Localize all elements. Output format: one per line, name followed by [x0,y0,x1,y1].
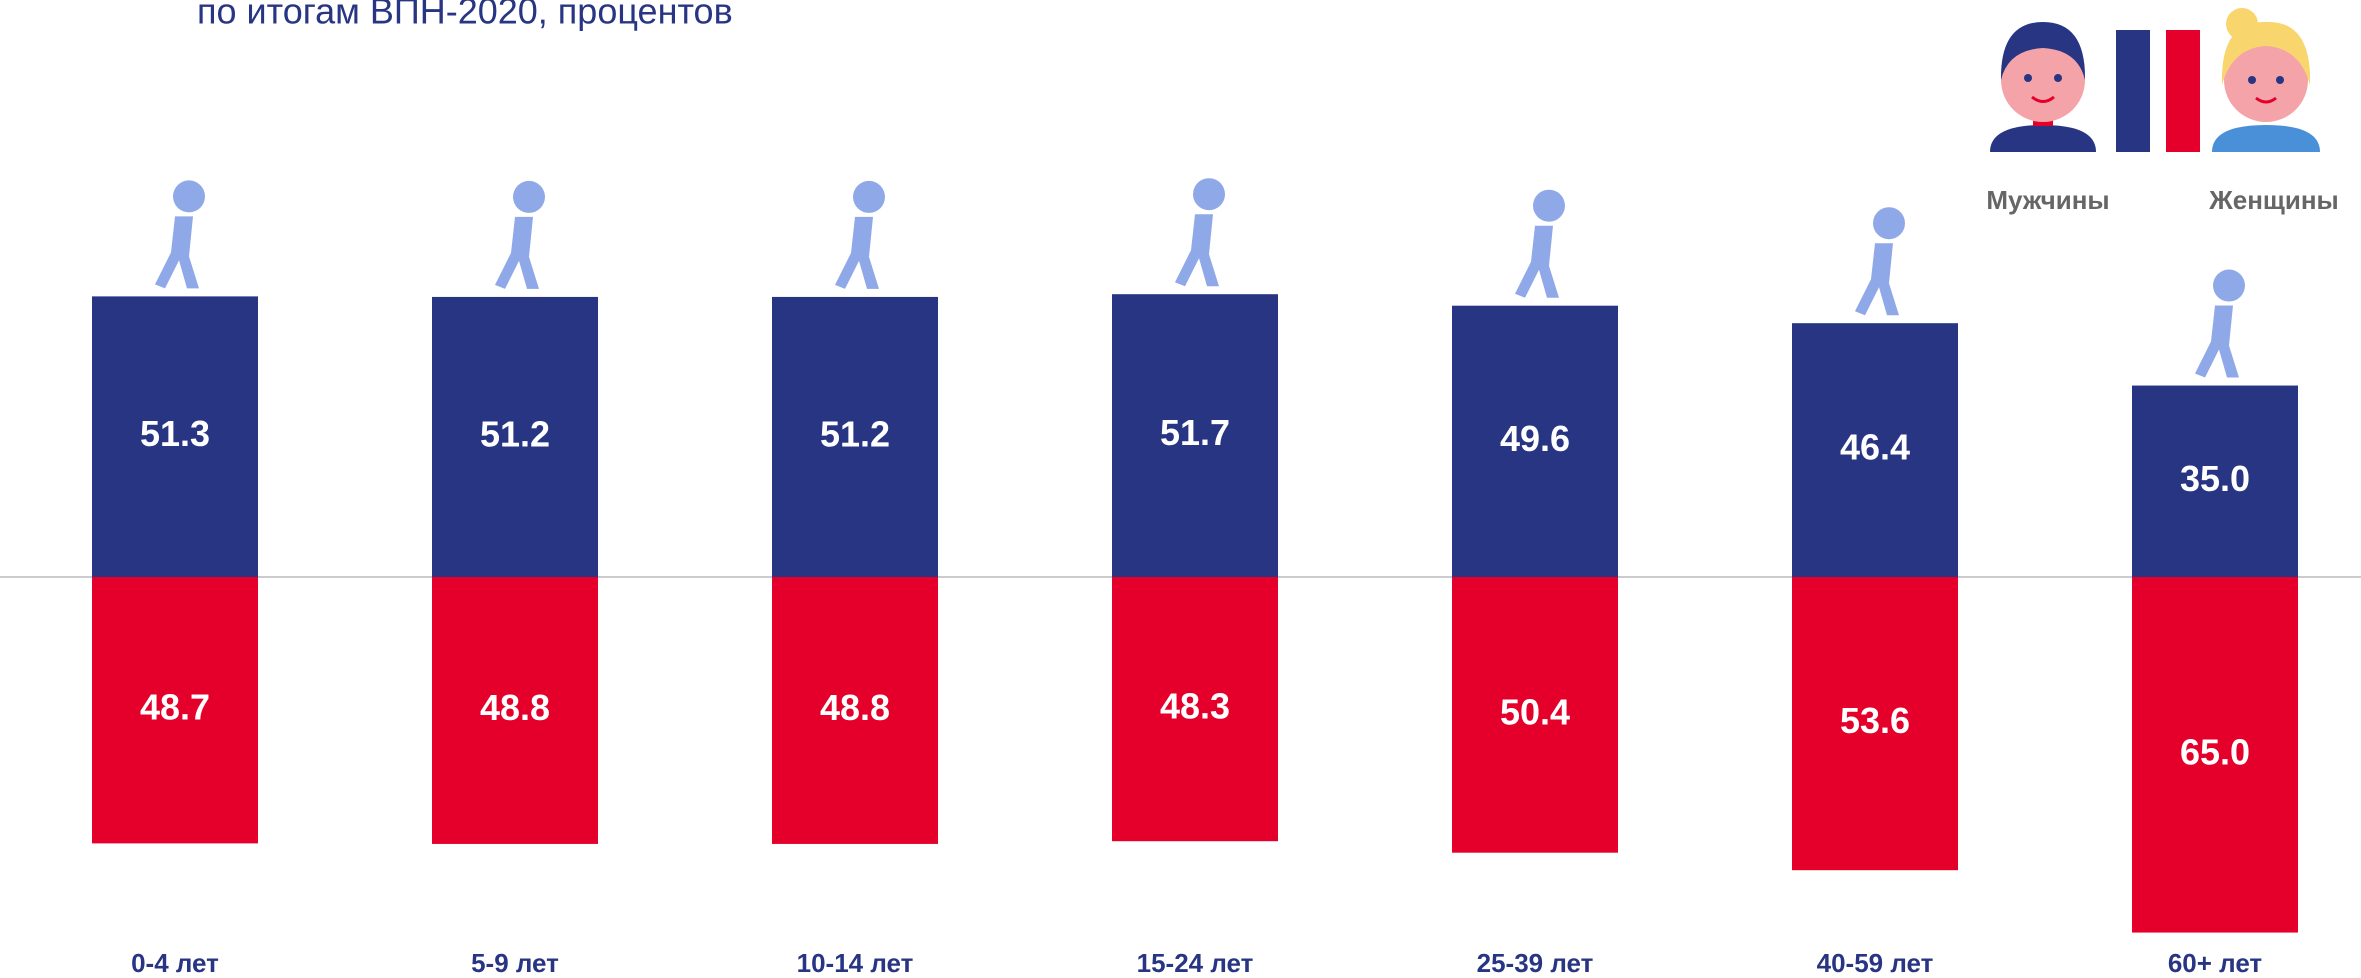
bar [772,577,938,844]
bar [432,296,598,577]
age-icon [835,216,879,289]
chart-title: по итогам ВПН-2020, процентов [197,0,733,32]
value-label: 49.6 [1500,418,1570,459]
value-label: 51.2 [480,413,550,454]
x-tick-label: 10-14 лет [797,948,914,978]
x-tick-label: 5-9 лет [471,948,559,978]
bar [92,577,258,844]
bar [1452,577,1618,853]
x-tick-label: 25-39 лет [1477,948,1594,978]
legend-icons [1990,8,2320,152]
value-label: 35.0 [2180,458,2250,499]
age-icon [1193,178,1225,211]
age-icon [853,180,885,213]
legend-label: Женщины [2208,185,2339,215]
bar [1112,577,1278,842]
age-icon [1515,225,1559,298]
age-icon [1175,214,1219,287]
age-icon [173,180,205,213]
value-label: 65.0 [2180,731,2250,772]
bar [772,296,938,577]
x-tick-label: 0-4 лет [131,948,219,978]
bar [1792,577,1958,871]
value-label: 53.6 [1840,700,1910,741]
age-icon [513,180,545,213]
bar [432,577,598,844]
value-label: 46.4 [1840,427,1910,468]
value-label: 48.3 [1160,686,1230,727]
age-icon [2213,269,2245,302]
age-icon [1873,207,1905,240]
x-tick-label: 60+ лет [2168,948,2263,978]
value-label: 48.8 [820,687,890,728]
value-label: 51.3 [140,413,210,454]
x-tick-label: 40-59 лет [1817,948,1934,978]
value-label: 48.8 [480,687,550,728]
value-label: 50.4 [1500,691,1570,732]
value-label: 48.7 [140,687,210,728]
bar [1112,294,1278,577]
bar [92,296,258,577]
age-icon [1855,243,1899,316]
bar [1792,323,1958,577]
bar [1452,305,1618,577]
age-icon [2195,305,2239,378]
legend-label: Мужчины [1986,185,2109,215]
bar [2132,385,2298,577]
age-icon [1533,189,1565,222]
age-icon [155,216,199,289]
value-label: 51.2 [820,413,890,454]
age-icon [495,216,539,289]
bar [2132,577,2298,933]
x-tick-label: 15-24 лет [1137,948,1254,978]
value-label: 51.7 [1160,412,1230,453]
